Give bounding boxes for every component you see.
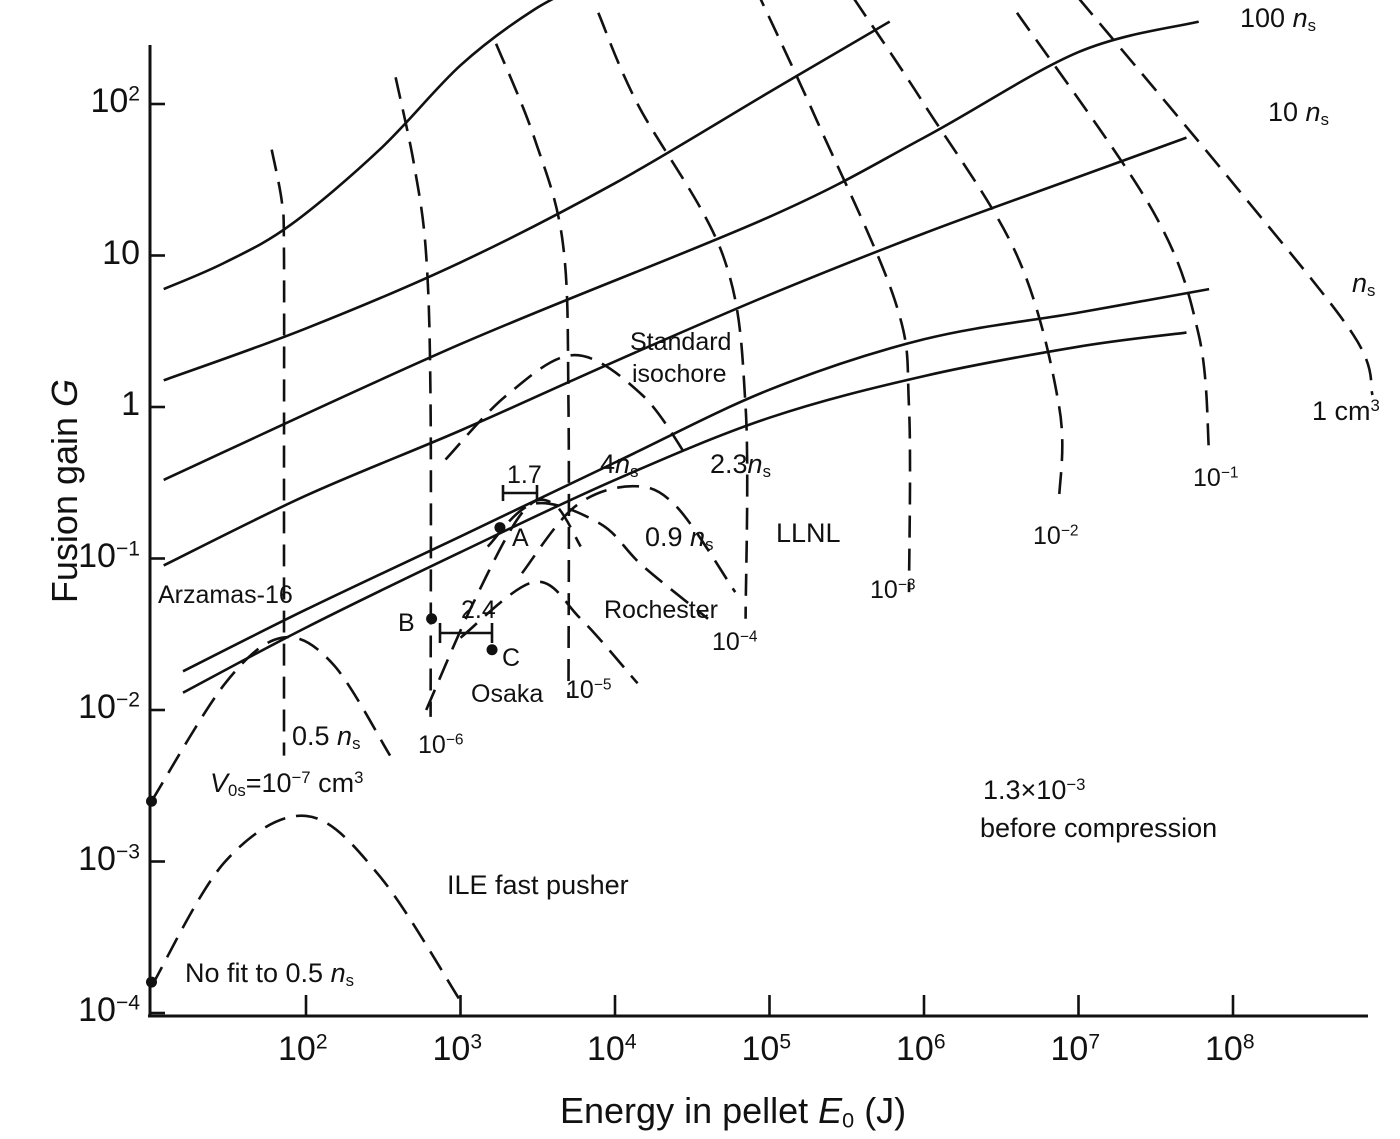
annotation-t100ns: 100 ns <box>1240 3 1316 36</box>
volume-curve <box>597 12 749 619</box>
experiment-curve <box>425 498 582 711</box>
annotation-t10m4: 10−4 <box>712 628 758 656</box>
annotation-tllnl: LLNL <box>776 518 841 548</box>
annotation-troch: Rochester <box>604 596 718 624</box>
data-point <box>146 795 157 807</box>
volume-curve <box>1015 12 1211 453</box>
y-tick-label: 10−4 <box>78 991 140 1029</box>
x-tick-label: 108 <box>1205 1030 1255 1068</box>
annotation-t10m5: 10−5 <box>566 676 612 704</box>
gain-curve <box>163 0 554 291</box>
annotation-tosaka: Osaka <box>471 680 544 708</box>
x-tick-label: 102 <box>278 1030 328 1068</box>
annotation-tbefore1: 1.3×10−3 <box>983 774 1086 805</box>
annotation-t1cm: 1 cm3 <box>1312 395 1380 426</box>
annotation-t23ns: 2.3ns <box>710 449 771 482</box>
gain-curve <box>182 287 1210 673</box>
experiment-curve <box>150 814 462 1002</box>
annotation-t10m3: 10−3 <box>870 576 916 604</box>
annotation-tstd2: isochore <box>632 360 727 388</box>
volume-curve <box>494 43 571 699</box>
experiment-curve <box>486 501 709 620</box>
volume-curve <box>853 0 1064 499</box>
annotation-tA: A <box>512 524 529 552</box>
x-tick-label: 106 <box>896 1030 946 1068</box>
x-tick-label: 105 <box>741 1030 792 1068</box>
gain-curves <box>163 0 1210 694</box>
annotation-t10m1: 10−1 <box>1193 464 1239 492</box>
annotation-tB: B <box>398 609 415 637</box>
annotation-tarz: Arzamas-16 <box>158 581 293 609</box>
annotation-tbefore2: before compression <box>980 813 1218 843</box>
volume-curves <box>270 0 1374 756</box>
y-axis-title: Fusion gain G <box>44 378 85 604</box>
annotation-tile: ILE fast pusher <box>447 870 629 900</box>
x-tick-label: 104 <box>587 1030 637 1068</box>
y-tick-label: 10−1 <box>78 536 140 575</box>
y-tick-label: 10 <box>102 233 140 272</box>
gain-curve <box>163 20 1200 482</box>
volume-curve <box>394 77 433 717</box>
x-tick-label: 107 <box>1050 1030 1101 1068</box>
annotation-tv0s: V0s=10−7 cm3 <box>210 767 364 801</box>
volume-curve <box>270 149 286 756</box>
annotation-tC: C <box>502 644 521 672</box>
volume-curve <box>1078 0 1374 396</box>
y-tick-label: 10−3 <box>78 839 140 878</box>
x-tick-label: 103 <box>432 1030 483 1068</box>
y-tick-label: 102 <box>90 82 140 120</box>
annotation-t05ns: 0.5 ns <box>292 721 361 754</box>
annotation-t09ns: 0.9 ns <box>645 522 714 555</box>
annotation-t10ns: 10 ns <box>1268 97 1329 130</box>
annotation-tns: ns <box>1352 268 1376 301</box>
gain-curve <box>163 20 891 382</box>
experiment-curve <box>150 635 392 802</box>
gain-curve <box>182 331 1187 694</box>
data-point <box>426 613 438 625</box>
volume-curve <box>759 0 912 593</box>
data-point <box>146 976 157 988</box>
experiment-markers <box>146 485 539 988</box>
data-point <box>486 644 498 656</box>
y-tick-label: 1 <box>121 385 140 423</box>
annotation-t24: 2.4 <box>461 596 496 624</box>
annotation-tnofit: No fit to 0.5 ns <box>185 958 354 991</box>
experiment-curve <box>520 484 737 593</box>
experiment-curves <box>150 353 737 1002</box>
annotation-t10m2: 10−2 <box>1033 522 1079 550</box>
x-axis-title: Energy in pellet E0 (J) <box>560 1090 907 1133</box>
y-tick-label: 10−2 <box>78 688 140 726</box>
annotation-t17: 1.7 <box>507 461 542 489</box>
experiment-curve <box>459 580 639 685</box>
data-point <box>494 522 506 534</box>
annotation-t10m6: 10−6 <box>418 731 464 759</box>
annotation-t4ns: 4ns <box>600 449 639 482</box>
axes <box>148 45 1368 1018</box>
experiment-curve <box>444 353 690 461</box>
annotation-tstd1: Standard <box>630 328 732 356</box>
gain-curve <box>163 136 1187 567</box>
